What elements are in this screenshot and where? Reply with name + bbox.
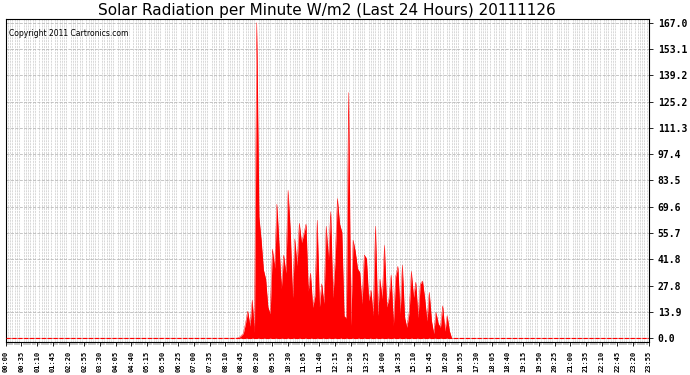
Title: Solar Radiation per Minute W/m2 (Last 24 Hours) 20111126: Solar Radiation per Minute W/m2 (Last 24… <box>99 3 556 18</box>
Text: Copyright 2011 Cartronics.com: Copyright 2011 Cartronics.com <box>9 28 128 38</box>
